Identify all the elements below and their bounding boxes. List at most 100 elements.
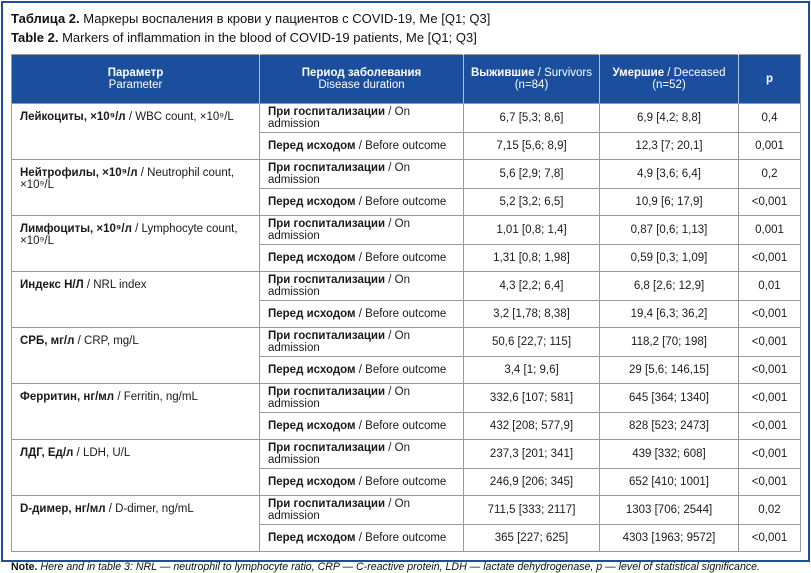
p-value: <0,001 [738,383,801,413]
period-cell-outcome: Перед исходом / Before outcome [259,524,464,552]
period-cell-outcome: Перед исходом / Before outcome [259,244,464,272]
period-en: / On admission [268,106,410,130]
period-cell-outcome: Перед исходом / Before outcome [259,132,464,160]
deceased-value: 439 [332; 608] [599,439,739,469]
survivors-value: 1,01 [0,8; 1,4] [463,215,600,245]
period-cell-admission: При госпитализации / On admission [259,103,464,133]
deceased-value: 6,9 [4,2; 8,8] [599,103,739,133]
survivors-value: 1,31 [0,8; 1,98] [463,244,600,272]
survivors-value: 5,6 [2,9; 7,8] [463,159,600,189]
period-cell-admission: При госпитализации / On admission [259,159,464,189]
table-title-en-text: Markers of inflammation in the blood of … [58,30,477,45]
period-ru: При госпитализации [268,274,386,286]
table-row: Индекс Н/Л / NRL index При госпитализаци… [11,271,801,328]
param-cell-ldh: ЛДГ, Ед/л / LDH, U/L [11,439,260,496]
period-en: / On admission [268,386,410,410]
deceased-value: 4303 [1963; 9572] [599,524,739,552]
p-value: <0,001 [738,244,801,272]
table-row: Лимфоциты, ×10⁹/л / Lymphocyte count, ×1… [11,215,801,272]
table-row: Перед исходом / Before outcome 5,2 [3,2;… [12,188,801,216]
deceased-value: 10,9 [6; 17,9] [599,188,739,216]
table-title-ru: Таблица 2. Маркеры воспаления в крови у … [11,9,800,28]
col-header-survivors-n: (n=84) [514,79,549,91]
period-ru: При госпитализации [268,162,386,174]
period-en: / Before outcome [355,252,447,264]
p-value: <0,001 [738,412,801,440]
period-en: / On admission [268,498,410,522]
period-ru: Перед исходом [268,196,356,208]
param-en: / NRL index [83,279,147,291]
p-value: <0,001 [738,439,801,469]
col-header-period-ru: Период заболевания [301,67,422,79]
param-en: / LDH, U/L [73,447,131,459]
period-cell-admission: При госпитализации / On admission [259,327,464,357]
period-cell-admission: При госпитализации / On admission [259,495,464,525]
table-row: Перед исходом / Before outcome 7,15 [5,6… [12,132,801,160]
table-title-en-label: Table 2. [11,30,59,45]
col-header-deceased-en: / Deceased [664,67,726,79]
survivors-value: 365 [227; 625] [463,524,600,552]
col-header-p: p [738,54,801,104]
p-value: <0,001 [738,468,801,496]
table-row: СРБ, мг/л / CRP, mg/L При госпитализации… [11,327,801,384]
param-en: / Ferritin, ng/mL [114,391,198,403]
p-value: 0,02 [738,495,801,525]
col-header-deceased-ru: Умершие [612,67,665,79]
table-row: Ферритин, нг/мл / Ferritin, ng/mL При го… [11,383,801,440]
deceased-value: 828 [523; 2473] [599,412,739,440]
col-header-parameter-en: Parameter [108,79,163,91]
param-ru: D-димер, нг/мл [20,503,106,515]
param-ru: Ферритин, нг/мл [20,391,115,403]
deceased-value: 19,4 [6,3; 36,2] [599,300,739,328]
header-row: Параметр Parameter Период заболевания Dise… [11,54,801,104]
table-title-en: Table 2. Markers of inflammation in the … [11,28,800,47]
col-header-survivors-ru: Выжившие [471,67,535,79]
deceased-value: 4,9 [3,6; 6,4] [599,159,739,189]
param-ru: Индекс Н/Л [20,279,84,291]
table-row: Перед исходом / Before outcome 1,31 [0,8… [12,244,801,272]
inflammation-markers-table: Параметр Parameter Период заболевания Dise… [11,54,801,552]
period-ru: При госпитализации [268,498,386,510]
period-en: / Before outcome [355,196,447,208]
p-value: <0,001 [738,327,801,357]
period-en: / Before outcome [355,140,447,152]
period-ru: При госпитализации [268,106,386,118]
period-en: / Before outcome [355,364,447,376]
param-cell-lymphocyte: Лимфоциты, ×10⁹/л / Lymphocyte count, ×1… [11,215,260,272]
p-value: 0,2 [738,159,801,189]
period-ru: Перед исходом [268,252,356,264]
survivors-value: 332,6 [107; 581] [463,383,600,413]
p-value: 0,001 [738,215,801,245]
period-en: / Before outcome [355,476,447,488]
param-cell-nrl: Индекс Н/Л / NRL index [11,271,260,328]
deceased-value: 118,2 [70; 198] [599,327,739,357]
period-cell-admission: При госпитализации / On admission [259,215,464,245]
period-cell-outcome: Перед исходом / Before outcome [259,356,464,384]
period-ru: Перед исходом [268,140,356,152]
period-cell-admission: При госпитализации / On admission [259,439,464,469]
col-header-survivors-en: / Survivors [534,67,592,79]
p-value: 0,4 [738,103,801,133]
survivors-value: 4,3 [2,2; 6,4] [463,271,600,301]
col-header-deceased: Умершие / Deceased (n=52) [599,54,739,104]
param-cell-ferritin: Ферритин, нг/мл / Ferritin, ng/mL [11,383,260,440]
survivors-value: 432 [208; 577,9] [463,412,600,440]
period-en: / Before outcome [355,532,447,544]
period-cell-outcome: Перед исходом / Before outcome [259,300,464,328]
param-en: / CRP, mg/L [74,335,139,347]
survivors-value: 50,6 [22,7; 115] [463,327,600,357]
survivors-value: 3,2 [1,78; 8,38] [463,300,600,328]
param-ru: СРБ, мг/л [20,335,75,347]
period-cell-admission: При госпитализации / On admission [259,271,464,301]
param-ru: ЛДГ, Ед/л [20,447,74,459]
period-ru: Перед исходом [268,532,356,544]
period-ru: Перед исходом [268,308,356,320]
table-row: ЛДГ, Ед/л / LDH, U/L При госпитализации … [11,439,801,496]
col-header-parameter: Параметр Parameter [11,54,260,104]
survivors-value: 246,9 [206; 345] [463,468,600,496]
table-row: Перед исходом / Before outcome 365 [227;… [12,524,801,552]
table-row: Перед исходом / Before outcome 432 [208;… [12,412,801,440]
p-value: 0,001 [738,132,801,160]
deceased-value: 645 [364; 1340] [599,383,739,413]
param-cell-neutrophil: Нейтрофилы, ×10⁹/л / Neutrophil count, ×… [11,159,260,216]
